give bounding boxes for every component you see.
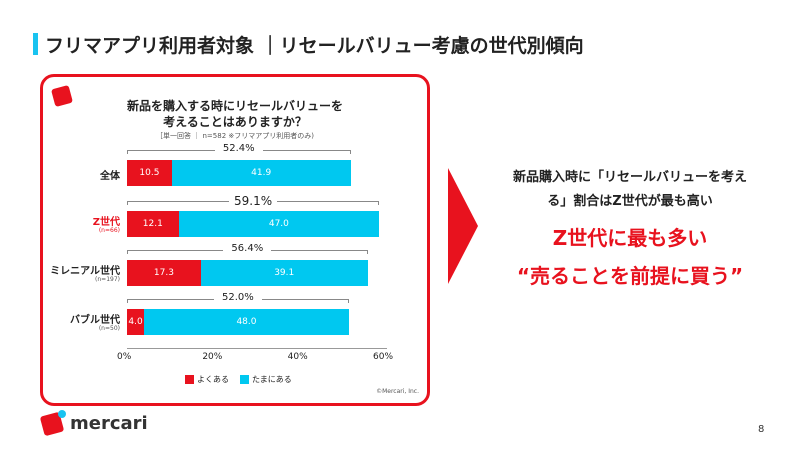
bar-sometimes: 39.1 — [200, 260, 368, 286]
page-number: 8 — [758, 424, 765, 435]
legend-swatch — [240, 375, 249, 384]
x-axis-line — [127, 348, 387, 349]
total-label: 52.0% — [213, 292, 262, 303]
legend-label: よくある — [197, 375, 229, 384]
highlight-2: “売ることを前提に買う” — [516, 264, 744, 288]
legend-label: たまにある — [252, 375, 292, 384]
bar-often: 12.1 — [127, 211, 179, 237]
total-label: 52.4% — [214, 143, 263, 154]
chart-subtitle: ［単一回答 ｜ n=582 ※フリマアプリ利用者のみ) — [156, 132, 314, 140]
x-tick-label: 60% — [373, 352, 394, 362]
chart-title: 新品を購入する時にリセールバリューを — [126, 99, 343, 113]
category-n: (n=197) — [95, 276, 120, 283]
summary-line-2: る」割合はZ世代が最も高い — [547, 194, 713, 209]
slide-title: フリマアプリ利用者対象 ｜リセールバリュー考慮の世代別傾向 — [45, 35, 584, 57]
category-label: 全体 — [100, 171, 120, 182]
category-label: バブル世代 — [70, 315, 120, 326]
bar-often: 4.0 — [127, 309, 145, 335]
arrow-icon — [448, 168, 478, 284]
bar-sometimes: 47.0 — [178, 211, 380, 237]
summary-line-1: 新品購入時に「リセールバリューを考え — [512, 170, 747, 185]
chart-panel: 新品を購入する時にリセールバリューを 考えることはありますか？ ［単一回答 ｜ … — [40, 74, 430, 406]
category-label: Z世代 — [92, 217, 120, 228]
category-n: (n=66) — [98, 227, 120, 234]
x-tick-label: 20% — [202, 352, 223, 362]
total-label: 56.4% — [223, 243, 272, 254]
brand-logo-text: mercari — [70, 413, 148, 434]
mercari-logo-dot — [58, 410, 66, 418]
category-label: ミレニアル世代 — [50, 266, 120, 277]
highlight-1: Z世代に最も多い — [552, 226, 708, 250]
title-accent-bar — [33, 33, 38, 55]
legend-swatch — [185, 375, 194, 384]
category-n: (n=50) — [98, 325, 120, 332]
bar-sometimes: 48.0 — [144, 309, 349, 335]
total-label: 59.1% — [229, 194, 278, 208]
x-tick-label: 40% — [287, 352, 308, 362]
bar-often: 17.3 — [127, 260, 201, 286]
bar-often: 10.5 — [127, 160, 172, 186]
chart-title-2: 考えることはありますか？ — [163, 115, 307, 129]
x-tick-label: 0% — [117, 352, 132, 362]
copyright: ©Mercari, Inc. — [376, 388, 419, 395]
bar-sometimes: 41.9 — [171, 160, 351, 186]
